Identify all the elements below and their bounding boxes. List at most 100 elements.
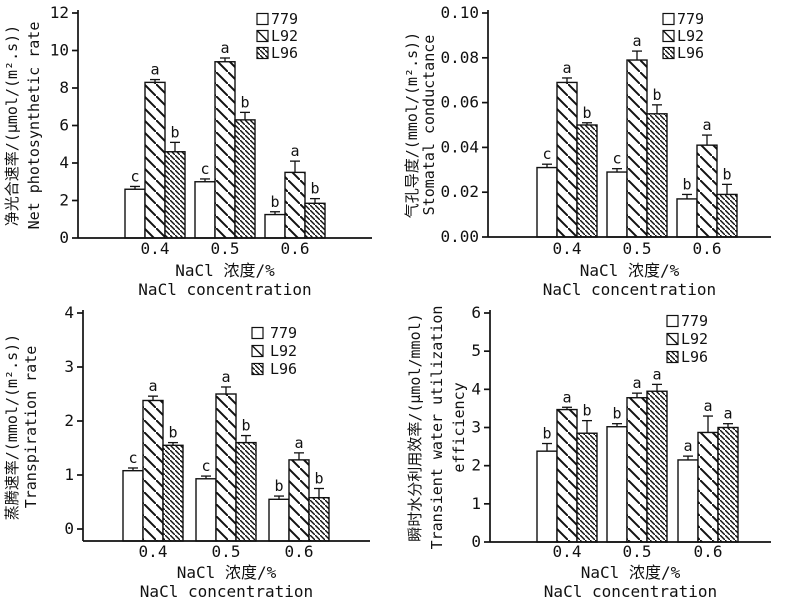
bar-L96-0.5 (235, 441, 257, 542)
bar-779-0.4 (122, 469, 144, 542)
x-axis-title-en: NaCl concentration (544, 582, 717, 601)
sig-letter-779-0.5: c (201, 457, 210, 475)
y-axis-title-en: Transient water utilization (428, 306, 446, 550)
sig-letter-779-0.4: c (542, 145, 551, 163)
sig-letter-779-0.5: c (612, 150, 621, 168)
legend-swatch-779 (666, 314, 679, 328)
legend-label-779: 779 (270, 324, 297, 342)
legend-swatch-stripe (256, 30, 269, 42)
sig-letter-779-0.5: b (612, 405, 621, 423)
bar-779-0.5 (606, 426, 628, 543)
y-tick-label: 2 (471, 456, 481, 475)
sig-letter-L92-0.6: a (294, 434, 303, 452)
sig-letter-L96-0.5: b (652, 86, 661, 104)
y-tick-label: 0 (64, 519, 74, 538)
legend-swatch-stripe (251, 345, 264, 357)
sig-letter-L96-0.6: b (314, 470, 323, 488)
x-tick-label-0.4: 0.4 (553, 239, 582, 258)
y-tick-label: 4 (64, 303, 74, 322)
sig-letter-L96-0.6: a (723, 405, 732, 423)
legend-swatch-779 (662, 12, 675, 26)
sig-letter-779-0.6: a (683, 437, 692, 455)
y-tick-label: 6 (471, 303, 481, 322)
sig-letter-779-0.4: c (128, 449, 137, 467)
y-tick-label: 6 (59, 116, 69, 135)
legend-item-779: 779 (666, 312, 708, 330)
y-tick-label: 0.02 (440, 182, 479, 201)
bar-L92-0.4 (556, 408, 578, 543)
legend-label-L96: L96 (271, 44, 298, 62)
y-tick-label: 3 (471, 418, 481, 437)
bar-L92-0.5 (215, 393, 237, 542)
sig-letter-L92-0.5: a (220, 39, 229, 57)
y-axis-title-cn: 气孔导度/(mmol/(m².s)) (403, 32, 421, 218)
bar-779-0.5 (194, 181, 216, 239)
legend-item-L92: L92 (662, 27, 704, 45)
legend-swatch-L96 (256, 46, 269, 60)
legend-label-779: 779 (681, 312, 708, 330)
y-tick-label: 4 (59, 153, 69, 172)
bar-L92-0.6 (284, 171, 306, 239)
bar-L96-0.4 (576, 124, 598, 238)
sig-letter-L92-0.4: a (148, 377, 157, 395)
x-tick-label-0.5: 0.5 (211, 239, 240, 258)
bar-L92-0.4 (556, 81, 578, 238)
sig-letter-779-0.6: b (274, 477, 283, 495)
y-axis-title-cn: 瞬时水分利用效率/(μmol/mmol) (406, 313, 424, 541)
y-tick-label: 8 (59, 78, 69, 97)
y-axis-title-en: Stomatal conductance (420, 35, 438, 216)
y-tick-label: 4 (471, 379, 481, 398)
x-axis-title-en: NaCl concentration (138, 280, 311, 299)
sig-letter-779-0.4: b (542, 425, 551, 443)
sig-letter-L96-0.5: a (652, 365, 661, 383)
chart-net-photosynthetic-rate: c a b 0.4 c a b 0.5 b a b 0.6 0 2 4 6 8 10 12 NaCl 浓度/%NaCl… (3, 3, 372, 299)
bar-L96-0.5 (646, 390, 668, 543)
bar-779-0.4 (536, 450, 558, 543)
x-tick-label-0.6: 0.6 (694, 542, 723, 561)
y-axis-title-en: Transpiration rate (22, 346, 40, 509)
sig-letter-L96-0.5: b (240, 93, 249, 111)
bar-L96-0.6 (304, 202, 326, 239)
bar-L96-0.5 (646, 113, 668, 238)
legend-swatch-L96 (251, 362, 264, 376)
x-tick-label-0.6: 0.6 (281, 239, 310, 258)
x-axis-title-cn: NaCl 浓度/% (175, 261, 275, 280)
bar-779-0.4 (536, 166, 558, 238)
bar-L92-0.4 (142, 399, 164, 542)
legend-swatch-stripe (666, 333, 679, 345)
x-tick-label-0.5: 0.5 (212, 542, 241, 561)
y-tick-label: 0.00 (440, 227, 479, 246)
sig-letter-779-0.6: b (270, 193, 279, 211)
y-tick-label: 5 (471, 341, 481, 360)
legend-label-L92: L92 (681, 330, 708, 348)
bar-L96-0.6 (308, 496, 330, 542)
sig-letter-779-0.4: c (130, 167, 139, 185)
x-tick-label-0.4: 0.4 (553, 542, 582, 561)
sig-letter-L96-0.6: b (310, 180, 319, 198)
bar-L92-0.5 (626, 397, 648, 543)
y-tick-label: 3 (64, 357, 74, 376)
y-tick-label: 1 (471, 494, 481, 513)
legend-item-779: 779 (256, 10, 298, 28)
bar-L96-0.4 (164, 151, 186, 239)
y-tick-label: 2 (59, 191, 69, 210)
x-tick-label-0.6: 0.6 (693, 239, 722, 258)
x-axis-title-en: NaCl concentration (543, 280, 716, 299)
sig-letter-L92-0.5: a (632, 32, 641, 50)
legend-label-L92: L92 (271, 27, 298, 45)
y-tick-label: 2 (64, 411, 74, 430)
legend-swatch-779 (256, 12, 269, 26)
legend-item-L92: L92 (251, 342, 297, 360)
sig-letter-L96-0.4: b (582, 104, 591, 122)
y-tick-label: 10 (50, 41, 69, 60)
bar-779-0.6 (264, 213, 286, 239)
bar-L96-0.4 (576, 432, 598, 543)
sig-letter-L96-0.4: b (170, 123, 179, 141)
bar-779-0.4 (124, 188, 146, 239)
legend-item-L96: L96 (256, 44, 298, 62)
bar-779-0.6 (677, 459, 699, 543)
legend-item-779: 779 (251, 324, 297, 342)
